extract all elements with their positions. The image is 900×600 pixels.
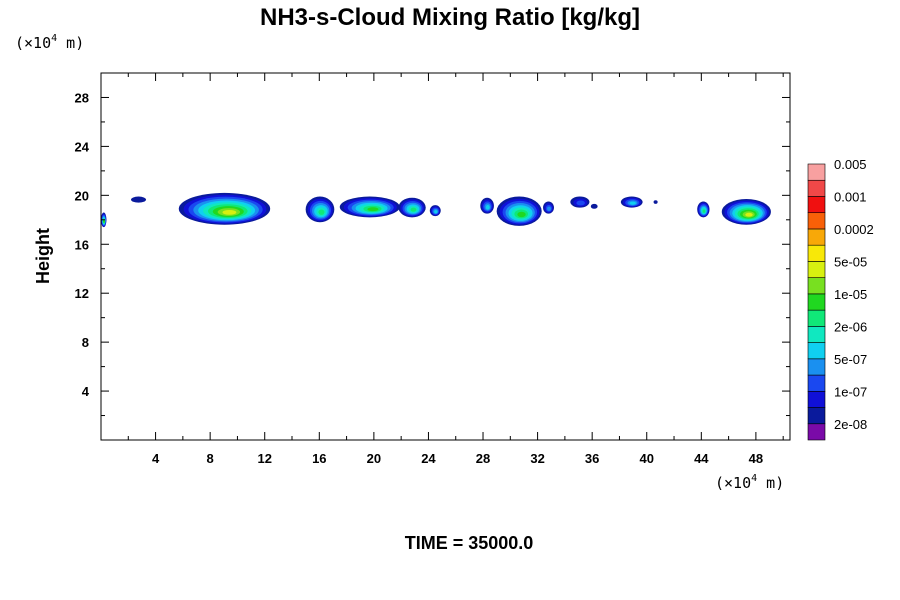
colorbar-swatch: [807, 277, 826, 295]
colorbar-swatch: [807, 390, 826, 408]
cloud-level-1: [653, 200, 658, 204]
y-tick-label: 4: [82, 384, 90, 399]
cloud-level-5: [629, 201, 636, 205]
cloud-field: [101, 192, 771, 228]
time-label: TIME = 35000.0: [405, 533, 534, 553]
cloud-level-7: [410, 207, 417, 212]
cloud-level-8: [517, 211, 526, 218]
colorbar-swatch: [807, 374, 826, 392]
colorbar-swatch: [807, 244, 826, 262]
colorbar-swatch: [807, 196, 826, 214]
cloud-level-7: [318, 209, 325, 215]
x-tick-label: 20: [367, 451, 381, 466]
colorbar-swatch: [807, 212, 826, 230]
y-tick-label: 16: [75, 237, 89, 252]
x-tick-label: 32: [530, 451, 544, 466]
cloud-level-7: [702, 209, 706, 213]
x-tick-label: 48: [749, 451, 763, 466]
cloud-level-1: [131, 196, 147, 203]
x-tick-label: 28: [476, 451, 490, 466]
colorbar-swatch: [807, 179, 826, 197]
x-tick-label: 8: [207, 451, 214, 466]
cloud-level-8: [103, 220, 106, 223]
cloud-level-10: [745, 212, 753, 217]
colorbar-swatch: [807, 358, 826, 376]
cloud-patch: [429, 205, 441, 217]
colorbar-label: 0.005: [834, 157, 867, 172]
x-tick-label: 12: [257, 451, 271, 466]
colorbar-swatch: [807, 407, 826, 425]
chart-title: NH3-s-Cloud Mixing Ratio [kg/kg]: [260, 4, 640, 31]
x-tick-label: 4: [152, 451, 160, 466]
cloud-patch: [721, 199, 771, 225]
cloud-patch: [178, 192, 271, 225]
colorbar-label: 0.0002: [834, 222, 874, 237]
cloud-patch: [339, 196, 400, 218]
colorbar-swatch: [807, 309, 826, 327]
colorbar-label: 5e-07: [834, 352, 867, 367]
colorbar-swatch: [807, 326, 826, 343]
cloud-level-5: [434, 210, 438, 214]
colorbar-swatch: [807, 293, 826, 311]
cloud-patch: [305, 196, 335, 223]
cloud-level-10: [222, 209, 237, 215]
x-tick-label: 16: [312, 451, 326, 466]
plot-frame: [100, 72, 791, 441]
cloud-patch: [496, 196, 542, 226]
colorbar-label: 1e-05: [834, 287, 867, 302]
cloud-patch: [131, 196, 147, 203]
y-tick-label: 24: [75, 139, 90, 154]
cloud-level-5: [485, 205, 490, 210]
y-tick-label: 12: [75, 286, 89, 301]
x-tick-label: 40: [640, 451, 654, 466]
colorbar: 2e-08 1e-07 5e-07 2e-06 1e-05 5e-05 0.0002 0.00…: [807, 157, 874, 441]
x-unit-label: (×104 m): [715, 473, 784, 492]
y-unit-label: (×104 m): [15, 33, 84, 52]
colorbar-label: 2e-06: [834, 319, 867, 334]
cloud-level-4: [547, 206, 551, 211]
cloud-patch: [543, 201, 554, 214]
cloud-patch: [590, 203, 598, 209]
colorbar-swatch: [807, 342, 826, 360]
y-tick-label: 8: [82, 335, 89, 350]
colorbar-swatch: [807, 228, 826, 246]
y-axis: 4 8 12 16 20 24 28: [75, 72, 790, 417]
x-axis: 4 8 12 16 20 24 28 32 36 40 44 48: [127, 73, 784, 466]
cloud-patch: [570, 196, 590, 208]
cloud-level-1: [590, 203, 598, 209]
cloud-level-3: [576, 200, 585, 206]
cloud-level-8: [367, 207, 379, 212]
colorbar-swatch: [807, 261, 826, 278]
cloud-patch: [398, 197, 426, 218]
colorbar-swatch: [807, 423, 826, 441]
colorbar-label: 1e-07: [834, 384, 867, 399]
x-tick-label: 36: [585, 451, 599, 466]
x-tick-label: 44: [694, 451, 709, 466]
cloud-patch: [653, 200, 658, 204]
colorbar-swatch: [807, 163, 826, 181]
cloud-patch: [620, 196, 643, 208]
colorbar-label: 5e-05: [834, 254, 867, 269]
x-tick-label: 24: [421, 451, 436, 466]
cloud-patch: [101, 212, 107, 228]
cloud-patch: [697, 201, 710, 218]
cloud-patch: [480, 197, 494, 214]
y-axis-label: Height: [33, 228, 53, 284]
plot-area: [101, 192, 771, 228]
y-tick-label: 28: [75, 90, 89, 105]
colorbar-label: 2e-08: [834, 417, 867, 432]
colorbar-label: 0.001: [834, 189, 867, 204]
y-tick-label: 20: [75, 188, 89, 203]
